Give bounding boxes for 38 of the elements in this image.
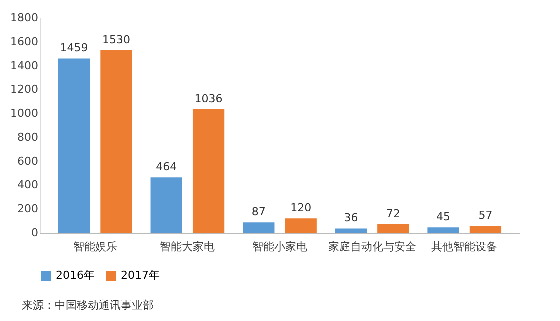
x-tick-label: 智能娱乐	[73, 240, 118, 254]
x-tick-label: 其他智能设备	[432, 240, 498, 254]
bar	[378, 224, 410, 233]
data-label: 72	[386, 207, 400, 220]
source-note: 来源：中国移动通讯事业部	[22, 298, 154, 313]
x-tick-label: 智能大家电	[160, 240, 216, 254]
bar	[192, 109, 225, 233]
bar	[243, 222, 275, 233]
y-tick-label: 1800	[10, 12, 38, 24]
data-label: 464	[156, 160, 178, 174]
data-label: 120	[290, 202, 312, 215]
y-tick-label: 200	[18, 202, 38, 216]
bar	[150, 178, 182, 233]
x-tick-label: 智能小家电	[252, 240, 308, 254]
bar	[470, 226, 502, 233]
bar	[335, 228, 368, 233]
data-label: 57	[478, 209, 493, 222]
y-tick-label: 0	[32, 226, 38, 240]
y-tick-label: 400	[18, 178, 38, 192]
bar	[285, 218, 317, 233]
y-tick-label: 1000	[10, 107, 38, 120]
y-tick-label: 600	[18, 154, 38, 168]
bar	[428, 228, 460, 233]
y-tick-label: 1600	[10, 35, 38, 48]
y-tick-label: 1200	[10, 83, 38, 96]
data-label: 1530	[102, 33, 130, 46]
data-label: 1459	[60, 42, 88, 55]
data-label: 36	[344, 212, 358, 225]
legend-label: 2017年	[121, 269, 160, 282]
y-tick-label: 1400	[10, 59, 38, 72]
x-tick-label: 家庭自动化与安全	[328, 240, 416, 254]
legend-label: 2016年	[56, 269, 95, 282]
bar	[100, 50, 132, 233]
y-tick-label: 800	[18, 130, 38, 144]
data-label: 1036	[194, 92, 223, 106]
data-label: 87	[252, 206, 266, 219]
bar	[58, 58, 90, 233]
data-label: 45	[436, 210, 451, 224]
